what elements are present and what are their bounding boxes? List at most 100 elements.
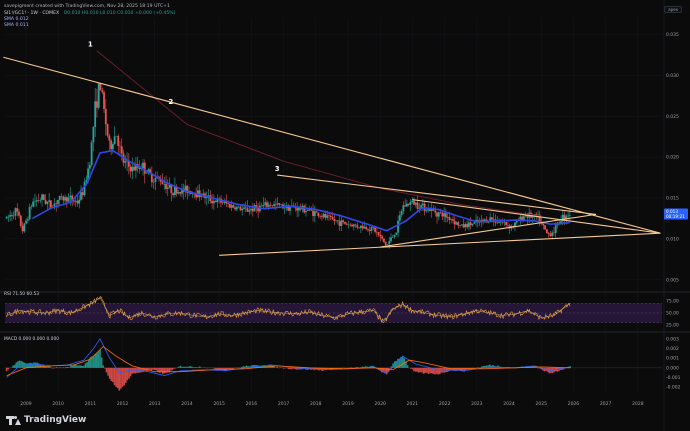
candle-body bbox=[498, 222, 500, 223]
candle-body bbox=[393, 234, 396, 237]
candle-body bbox=[266, 202, 268, 207]
macd-histogram-bar bbox=[289, 367, 291, 370]
x-tick-label: 2012 bbox=[117, 401, 129, 407]
symbol-line[interactable]: SI1!/GC1! · 1W · COMEX O0.010 H0.010 L0.… bbox=[4, 11, 175, 17]
candle-body bbox=[241, 208, 244, 211]
candle-body bbox=[143, 162, 146, 174]
macd-histogram-bar bbox=[437, 367, 439, 375]
macd-histogram-bar bbox=[387, 367, 390, 373]
candle-body bbox=[18, 211, 20, 216]
trendline[interactable] bbox=[219, 232, 661, 256]
candle-body bbox=[388, 241, 391, 245]
sma1-legend[interactable]: SMA 0.012 bbox=[4, 17, 29, 22]
macd-histogram-bar bbox=[78, 365, 80, 368]
trendline[interactable] bbox=[3, 56, 661, 234]
macd-histogram-bar bbox=[65, 367, 67, 368]
macd-legend: MACD 0.000 0.000 0.000 bbox=[4, 336, 59, 342]
macd-histogram-bar bbox=[474, 367, 477, 369]
ohlc-values: O0.010 H0.010 L0.010 C0.010 +0.000 (+0.4… bbox=[63, 11, 176, 16]
candle-body bbox=[209, 195, 212, 202]
candle-body bbox=[129, 166, 132, 172]
candle-body bbox=[359, 225, 362, 228]
candle-body bbox=[9, 215, 12, 217]
macd-histogram-bar bbox=[129, 367, 132, 377]
candle-body bbox=[561, 214, 564, 222]
candle-body bbox=[97, 83, 100, 108]
macd-histogram-bar bbox=[79, 365, 82, 368]
candle-body bbox=[69, 195, 72, 198]
macd-histogram-bar bbox=[84, 363, 87, 368]
candle-body bbox=[560, 221, 562, 223]
x-tick-label: 2009 bbox=[20, 401, 32, 407]
x-tick-label: 2021 bbox=[407, 401, 419, 407]
sma2-legend[interactable]: SMA 0.011 bbox=[4, 23, 29, 28]
macd-axis-label: -0.002 bbox=[666, 385, 681, 391]
candle-body bbox=[448, 216, 451, 220]
trendline[interactable] bbox=[412, 199, 661, 234]
macd-histogram-bar bbox=[488, 364, 491, 368]
candle-body bbox=[342, 220, 345, 223]
candle-body bbox=[119, 145, 121, 147]
trendline[interactable] bbox=[380, 213, 597, 248]
top-right-badge[interactable]: apex bbox=[664, 6, 682, 13]
candle-body bbox=[464, 223, 467, 228]
candle-body bbox=[101, 90, 104, 93]
x-tick-label: 2019 bbox=[342, 401, 354, 407]
candle-body bbox=[239, 206, 242, 211]
candle-body bbox=[23, 223, 26, 232]
candle-body bbox=[25, 220, 27, 224]
candle-body bbox=[336, 220, 339, 222]
candle-body bbox=[383, 238, 385, 242]
candle-body bbox=[315, 211, 318, 213]
macd-histogram-bar bbox=[142, 367, 145, 372]
candle-body bbox=[44, 199, 47, 204]
macd-pane[interactable]: MACD 0.000 0.000 0.000 bbox=[4, 336, 662, 391]
candle-body bbox=[269, 204, 272, 206]
candle-body bbox=[381, 236, 384, 239]
macd-histogram-bar bbox=[459, 367, 462, 372]
macd-histogram-bar bbox=[189, 366, 191, 368]
x-tick-label: 2028 bbox=[632, 401, 644, 407]
candle-body bbox=[400, 211, 403, 216]
price-pane[interactable]: 1 2 3 bbox=[3, 41, 661, 256]
candle-body bbox=[108, 135, 111, 141]
candle-body bbox=[421, 203, 424, 206]
macd-histogram-bar bbox=[108, 367, 111, 379]
macd-histogram-bar bbox=[427, 367, 430, 375]
rsi-signal-line bbox=[6, 297, 571, 324]
trendline[interactable] bbox=[277, 174, 597, 215]
candle-body bbox=[62, 196, 65, 201]
candle-body bbox=[312, 210, 314, 216]
macd-histogram-bar bbox=[244, 366, 246, 368]
candle-body bbox=[367, 229, 369, 230]
rsi-line bbox=[6, 295, 571, 324]
price-axis-label: 0.030 bbox=[666, 73, 679, 79]
last-price-tag[interactable] bbox=[664, 208, 688, 220]
candle-body bbox=[243, 207, 245, 209]
candle-body bbox=[195, 194, 198, 198]
candle-body bbox=[457, 222, 460, 226]
candle-body bbox=[430, 208, 433, 212]
macd-axis-label: 0.001 bbox=[666, 356, 679, 362]
candle-body bbox=[563, 214, 566, 219]
rsi-pane[interactable]: RSI 71.50 60.53 bbox=[4, 291, 662, 324]
macd-histogram-bar bbox=[133, 367, 135, 374]
candle-body bbox=[326, 215, 329, 218]
candle-body bbox=[368, 229, 371, 231]
candle-body bbox=[103, 92, 105, 110]
macd-histogram-bar bbox=[91, 356, 93, 368]
candle-body bbox=[21, 225, 24, 232]
macd-histogram-bar bbox=[434, 367, 436, 375]
macd-histogram-bar bbox=[34, 362, 37, 368]
candle-body bbox=[87, 168, 89, 181]
tradingview-logo: TradingView bbox=[6, 415, 86, 425]
candle-body bbox=[322, 213, 325, 218]
macd-histogram-bar bbox=[231, 367, 233, 370]
macd-histogram-bar bbox=[279, 367, 282, 368]
candle-body bbox=[172, 193, 175, 195]
candle-body bbox=[181, 188, 183, 194]
candle-body bbox=[558, 222, 561, 223]
macd-histogram-bar bbox=[118, 367, 121, 391]
macd-histogram-bar bbox=[115, 367, 117, 387]
